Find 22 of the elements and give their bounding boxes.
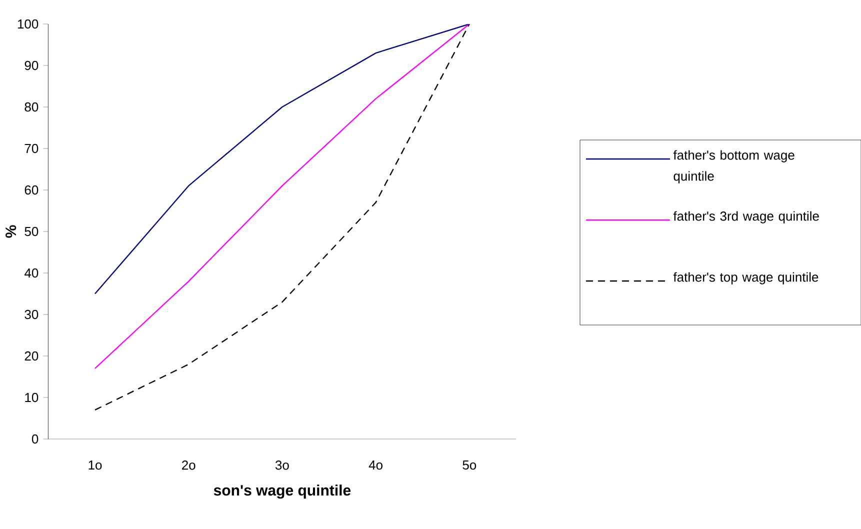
x-tick-label: 5o [462, 460, 476, 470]
text: father's 3rd wage quintile [673, 211, 819, 224]
x-tick-label: 3o [275, 460, 289, 470]
x-tick-label: 4o [368, 460, 382, 470]
y-tick-label: 60 [24, 185, 38, 195]
y-tick-label: 0 [32, 434, 38, 444]
y-tick-label: 30 [24, 310, 38, 320]
y-axis-title: % [6, 225, 16, 238]
x-tick-label: 2o [182, 460, 196, 470]
y-tick-label: 10 [25, 392, 38, 402]
y-tick-label: 100 [18, 19, 38, 29]
y-tick-label: 80 [24, 102, 38, 112]
text: father's bottom wage quintile [673, 150, 794, 184]
y-tick-label: 40 [24, 268, 38, 278]
line-series [94, 24, 470, 294]
y-tick-label: 20 [24, 351, 38, 361]
x-tick-label: 1o [88, 460, 102, 470]
y-tick-label: 90 [24, 60, 38, 70]
y-tick-label: 70 [24, 144, 38, 154]
y-tick-label: 50 [24, 226, 38, 236]
text: father's top wage quintile [673, 272, 818, 284]
x-axis-title: son's wage quintile [214, 484, 351, 499]
